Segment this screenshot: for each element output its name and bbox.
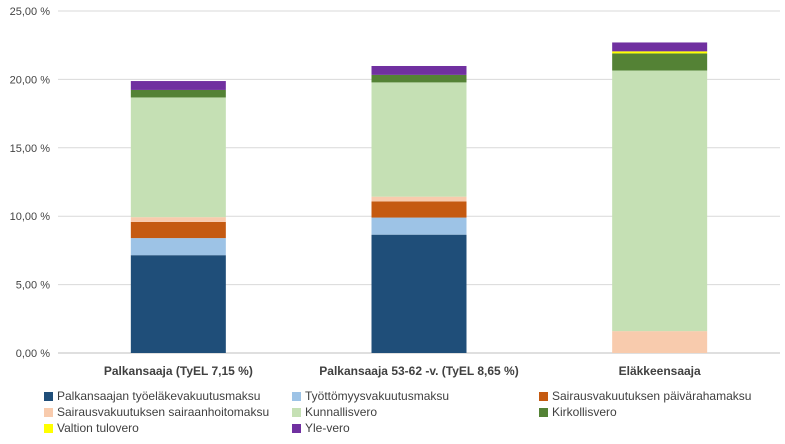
bar-segment bbox=[612, 51, 708, 54]
bar-segment bbox=[130, 97, 226, 218]
bar-segment bbox=[612, 331, 708, 353]
legend-label: Valtion tulovero bbox=[57, 421, 139, 435]
y-tick-label: 5,00 % bbox=[16, 280, 50, 292]
bar-segment bbox=[130, 89, 226, 98]
bars bbox=[130, 42, 708, 353]
bar-segment bbox=[130, 217, 226, 222]
bar-segment bbox=[130, 221, 226, 239]
legend-label: Työttömyysvakuutusmaksu bbox=[305, 389, 450, 403]
bar-segment bbox=[371, 65, 467, 75]
y-tick-label: 10,00 % bbox=[10, 211, 51, 223]
category-labels: Palkansaaja (TyEL 7,15 %) Palkansaaja 53-… bbox=[104, 364, 701, 378]
bar-segment bbox=[371, 217, 467, 235]
legend-item: Sairausvakuutuksen sairaanhoitomaksu bbox=[44, 405, 269, 419]
y-tick-label: 20,00 % bbox=[10, 74, 51, 86]
legend-swatch bbox=[292, 423, 301, 433]
legend-label: Palkansaajan työeläkevakuutusmaksu bbox=[57, 389, 261, 403]
legend-swatch bbox=[44, 407, 53, 417]
bar-segment bbox=[371, 201, 467, 218]
y-axis-tick-labels: 0,00 % 5,00 % 10,00 % 15,00 % 20,00 % 25,00 % bbox=[10, 6, 51, 360]
bar-segment bbox=[371, 234, 467, 353]
legend-item: Palkansaajan työeläkevakuutusmaksu bbox=[44, 389, 260, 403]
x-category-label: Eläkkeensaaja bbox=[619, 364, 701, 378]
legend-swatch bbox=[292, 407, 301, 417]
bar-segment bbox=[130, 81, 226, 90]
legend-label: Kirkollisvero bbox=[552, 405, 617, 419]
bar-segment bbox=[371, 74, 467, 83]
legend-swatch bbox=[44, 423, 53, 433]
bar-segment bbox=[130, 238, 226, 256]
legend-swatch bbox=[539, 391, 548, 401]
bar-segment bbox=[612, 53, 708, 71]
bar-segment bbox=[612, 70, 708, 332]
legend-swatch bbox=[44, 391, 53, 401]
y-tick-label: 0,00 % bbox=[16, 348, 50, 360]
legend-swatch bbox=[292, 391, 301, 401]
x-category-label: Palkansaaja 53-62 -v. (TyEL 8,65 %) bbox=[319, 364, 518, 378]
legend-label: Sairausvakuutuksen sairaanhoitomaksu bbox=[57, 405, 270, 419]
legend-label: Sairausvakuutuksen päivärahamaksu bbox=[552, 389, 752, 403]
x-category-label: Palkansaaja (TyEL 7,15 %) bbox=[104, 364, 253, 378]
bar-segment bbox=[371, 196, 467, 202]
legend-label: Yle-vero bbox=[305, 421, 350, 435]
legend-item: Kunnallisvero bbox=[292, 405, 377, 419]
legend-item: Sairausvakuutuksen päivärahamaksu bbox=[539, 389, 751, 403]
legend-item: Työttömyysvakuutusmaksu bbox=[292, 389, 449, 403]
bar-segment bbox=[612, 42, 708, 52]
y-tick-label: 15,00 % bbox=[10, 143, 51, 155]
legend-label: Kunnallisvero bbox=[305, 405, 378, 419]
legend-item: Kirkollisvero bbox=[539, 405, 617, 419]
legend-swatch bbox=[539, 407, 548, 417]
bar-segment bbox=[130, 255, 226, 353]
legend-item: Valtion tulovero bbox=[44, 421, 139, 435]
legend-item: Yle-vero bbox=[292, 421, 350, 435]
y-tick-label: 25,00 % bbox=[10, 6, 51, 18]
bar-segment bbox=[371, 82, 467, 197]
